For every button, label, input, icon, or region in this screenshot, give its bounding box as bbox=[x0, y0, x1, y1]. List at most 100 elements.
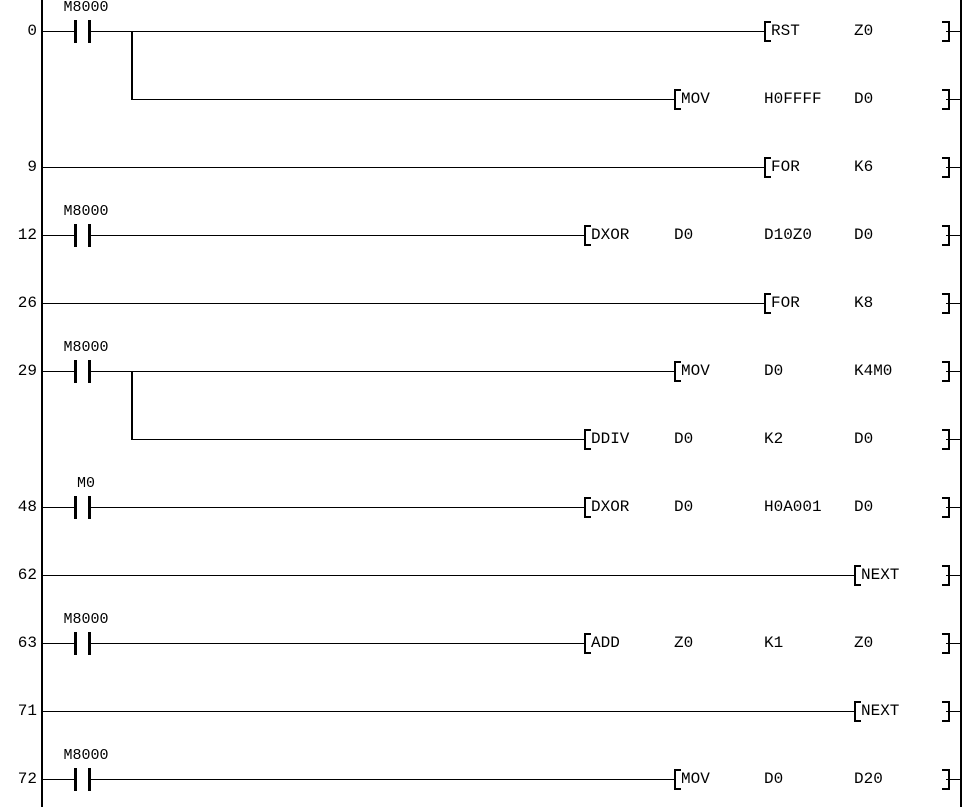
instruction-operand[interactable]: D0 bbox=[674, 430, 694, 448]
instruction-operand[interactable]: H0FFFF bbox=[764, 90, 822, 108]
branch-line bbox=[131, 371, 133, 440]
instruction-open-bracket-icon bbox=[764, 21, 771, 42]
rail-connector-line bbox=[946, 439, 961, 440]
instruction-open-bracket-icon bbox=[584, 429, 591, 450]
rung-line bbox=[91, 643, 586, 644]
step-number: 26 bbox=[17, 294, 37, 312]
contact-label: M8000 bbox=[63, 203, 109, 220]
instruction-mnemonic[interactable]: MOV bbox=[681, 362, 710, 380]
instruction-open-bracket-icon bbox=[854, 565, 861, 586]
instruction-open-bracket-icon bbox=[764, 293, 771, 314]
instruction-operand[interactable]: D0 bbox=[854, 498, 874, 516]
rail-connector-line bbox=[946, 31, 961, 32]
instruction-mnemonic[interactable]: DDIV bbox=[591, 430, 630, 448]
instruction-mnemonic[interactable]: DXOR bbox=[591, 226, 630, 244]
rail-connector-line bbox=[946, 575, 961, 576]
instruction-operand[interactable]: H0A001 bbox=[764, 498, 822, 516]
rail-connector-line bbox=[946, 643, 961, 644]
instruction-operand[interactable]: D0 bbox=[854, 430, 874, 448]
instruction-operand[interactable]: Z0 bbox=[674, 634, 694, 652]
no-contact-icon[interactable] bbox=[74, 224, 91, 247]
rung-line bbox=[43, 779, 74, 780]
step-number: 0 bbox=[27, 22, 37, 40]
contact-bar bbox=[74, 496, 77, 519]
rung-line bbox=[91, 31, 766, 32]
contact-label: M8000 bbox=[63, 611, 109, 628]
instruction-operand[interactable]: D0 bbox=[674, 226, 694, 244]
contact-bar bbox=[88, 360, 91, 383]
instruction-mnemonic[interactable]: DXOR bbox=[591, 498, 630, 516]
contact-bar bbox=[74, 20, 77, 43]
rail-connector-line bbox=[946, 507, 961, 508]
rung-line bbox=[43, 303, 766, 304]
rung-line bbox=[43, 371, 74, 372]
instruction-operand[interactable]: K2 bbox=[764, 430, 784, 448]
rung-line bbox=[91, 507, 586, 508]
instruction-mnemonic[interactable]: FOR bbox=[771, 158, 800, 176]
instruction-operand[interactable]: D0 bbox=[764, 770, 784, 788]
instruction-operand[interactable]: K4M0 bbox=[854, 362, 893, 380]
rail-connector-line bbox=[946, 371, 961, 372]
contact-label: M8000 bbox=[63, 0, 109, 16]
rung-line bbox=[43, 507, 74, 508]
instruction-open-bracket-icon bbox=[584, 633, 591, 654]
instruction-open-bracket-icon bbox=[674, 769, 681, 790]
rail-connector-line bbox=[946, 711, 961, 712]
rung-line bbox=[43, 235, 74, 236]
instruction-operand[interactable]: D0 bbox=[854, 90, 874, 108]
power-rail-right bbox=[960, 0, 962, 807]
no-contact-icon[interactable] bbox=[74, 632, 91, 655]
rung-line bbox=[43, 167, 766, 168]
instruction-open-bracket-icon bbox=[674, 361, 681, 382]
contact-bar bbox=[74, 632, 77, 655]
instruction-mnemonic[interactable]: RST bbox=[771, 22, 800, 40]
instruction-mnemonic[interactable]: MOV bbox=[681, 90, 710, 108]
no-contact-icon[interactable] bbox=[74, 360, 91, 383]
step-number: 12 bbox=[17, 226, 37, 244]
contact-bar bbox=[74, 768, 77, 791]
no-contact-icon[interactable] bbox=[74, 496, 91, 519]
rail-connector-line bbox=[946, 303, 961, 304]
instruction-operand[interactable]: K8 bbox=[854, 294, 874, 312]
contact-label: M8000 bbox=[63, 747, 109, 764]
step-number: 29 bbox=[17, 362, 37, 380]
instruction-open-bracket-icon bbox=[584, 497, 591, 518]
instruction-open-bracket-icon bbox=[584, 225, 591, 246]
no-contact-icon[interactable] bbox=[74, 768, 91, 791]
instruction-operand[interactable]: Z0 bbox=[854, 634, 874, 652]
step-number: 48 bbox=[17, 498, 37, 516]
instruction-operand[interactable]: D0 bbox=[764, 362, 784, 380]
instruction-mnemonic[interactable]: NEXT bbox=[861, 566, 900, 584]
rung-line bbox=[43, 711, 856, 712]
contact-label: M8000 bbox=[63, 339, 109, 356]
instruction-mnemonic[interactable]: NEXT bbox=[861, 702, 900, 720]
contact-bar bbox=[88, 20, 91, 43]
instruction-operand[interactable]: K1 bbox=[764, 634, 784, 652]
instruction-mnemonic[interactable]: ADD bbox=[591, 634, 620, 652]
instruction-open-bracket-icon bbox=[854, 701, 861, 722]
rung-line bbox=[131, 439, 586, 440]
contact-bar bbox=[74, 224, 77, 247]
step-number: 72 bbox=[17, 770, 37, 788]
instruction-operand[interactable]: K6 bbox=[854, 158, 874, 176]
rung-line bbox=[91, 235, 586, 236]
rung-line bbox=[43, 575, 856, 576]
contact-bar bbox=[88, 496, 91, 519]
no-contact-icon[interactable] bbox=[74, 20, 91, 43]
step-number: 71 bbox=[17, 702, 37, 720]
instruction-operand[interactable]: Z0 bbox=[854, 22, 874, 40]
instruction-operand[interactable]: D20 bbox=[854, 770, 883, 788]
contact-bar bbox=[88, 224, 91, 247]
instruction-mnemonic[interactable]: FOR bbox=[771, 294, 800, 312]
instruction-operand[interactable]: D10Z0 bbox=[764, 226, 813, 244]
rail-connector-line bbox=[946, 99, 961, 100]
rung-line bbox=[91, 779, 676, 780]
instruction-open-bracket-icon bbox=[764, 157, 771, 178]
instruction-operand[interactable]: D0 bbox=[854, 226, 874, 244]
rung-line bbox=[43, 643, 74, 644]
instruction-operand[interactable]: D0 bbox=[674, 498, 694, 516]
step-number: 9 bbox=[27, 158, 37, 176]
instruction-mnemonic[interactable]: MOV bbox=[681, 770, 710, 788]
power-rail-left bbox=[41, 0, 43, 807]
